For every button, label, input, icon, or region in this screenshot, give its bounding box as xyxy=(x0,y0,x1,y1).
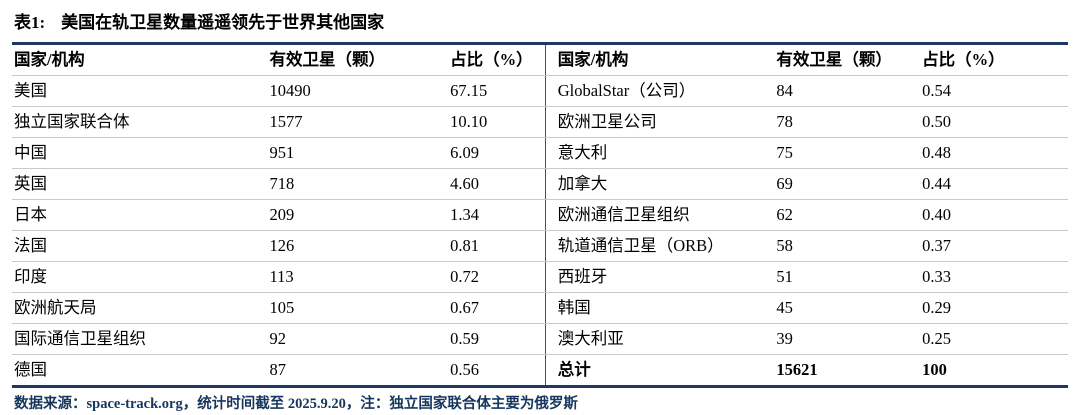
cell-satellites-left: 113 xyxy=(267,261,449,293)
cell-country-right: 欧洲卫星公司 xyxy=(544,106,775,138)
column-header-country-left: 国家/机构 xyxy=(12,43,268,76)
table-row: 中国 951 6.09 意大利 75 0.48 xyxy=(12,137,1068,169)
cell-share-left: 0.59 xyxy=(448,323,546,355)
table-row: 美国 10490 67.15 GlobalStar（公司） 84 0.54 xyxy=(12,75,1068,107)
table-row: 英国 718 4.60 加拿大 69 0.44 xyxy=(12,168,1068,200)
table-title-text: 美国在轨卫星数量遥遥领先于世界其他国家 xyxy=(61,13,385,32)
table-body: 美国 10490 67.15 GlobalStar（公司） 84 0.54 独立国家联合体 1… xyxy=(12,75,1068,387)
table-title-label: 表1: xyxy=(14,13,46,32)
cell-country-left: 法国 xyxy=(12,230,268,262)
cell-country-left: 美国 xyxy=(12,75,268,107)
cell-country-right: 欧洲通信卫星组织 xyxy=(544,199,775,231)
cell-share-left: 67.15 xyxy=(448,75,546,107)
cell-share-right: 0.29 xyxy=(920,292,1068,324)
cell-country-right: 西班牙 xyxy=(544,261,775,293)
cell-country-left: 国际通信卫星组织 xyxy=(12,323,268,355)
source-note: 数据来源：space-track.org，统计时间截至 2025.9.20，注：… xyxy=(14,396,578,412)
column-header-country-right: 国家/机构 xyxy=(544,43,775,76)
cell-country-right: 澳大利亚 xyxy=(544,323,775,355)
cell-satellites-left: 105 xyxy=(267,292,449,324)
cell-satellites-right: 51 xyxy=(774,261,921,293)
cell-country-right: 意大利 xyxy=(544,137,775,169)
satellite-count-table: 国家/机构 有效卫星（颗） 占比（%） 国家/机构 有效卫星（颗） 占比（%） … xyxy=(12,42,1068,388)
column-header-satellites-right: 有效卫星（颗） xyxy=(774,43,921,76)
cell-satellites-right: 45 xyxy=(774,292,921,324)
column-header-share-left: 占比（%） xyxy=(448,43,546,76)
cell-share-right: 0.54 xyxy=(920,75,1068,107)
cell-share-left: 0.56 xyxy=(450,360,479,379)
table-row: 独立国家联合体 1577 10.10 欧洲卫星公司 78 0.50 xyxy=(12,106,1068,138)
cell-share-right: 0.50 xyxy=(920,106,1068,138)
cell-satellites-left: 87 xyxy=(269,360,287,379)
cell-share-right: 0.25 xyxy=(920,323,1068,355)
cell-share-left: 6.09 xyxy=(448,137,546,169)
cell-share-right: 100 xyxy=(922,360,947,379)
cell-share-left: 1.34 xyxy=(448,199,546,231)
cell-satellites-right: 78 xyxy=(774,106,921,138)
table-row: 欧洲航天局 105 0.67 韩国 45 0.29 xyxy=(12,292,1068,324)
cell-satellites-right: 39 xyxy=(774,323,921,355)
cell-satellites-right: 75 xyxy=(774,137,921,169)
cell-country-left: 日本 xyxy=(12,199,268,231)
cell-share-left: 0.81 xyxy=(448,230,546,262)
cell-share-left: 0.67 xyxy=(448,292,546,324)
table-row: 印度 113 0.72 西班牙 51 0.33 xyxy=(12,261,1068,293)
cell-country-left: 英国 xyxy=(12,168,268,200)
cell-country-left: 独立国家联合体 xyxy=(12,106,268,138)
cell-share-left: 10.10 xyxy=(448,106,546,138)
cell-share-left: 4.60 xyxy=(448,168,546,200)
cell-satellites-right: 84 xyxy=(774,75,921,107)
cell-satellites-left: 718 xyxy=(267,168,449,200)
cell-satellites-left: 951 xyxy=(267,137,449,169)
column-header-satellites-left: 有效卫星（颗） xyxy=(267,43,449,76)
cell-country-right: 总计 xyxy=(544,354,775,387)
cell-share-right: 0.40 xyxy=(920,199,1068,231)
cell-satellites-left: 10490 xyxy=(267,75,449,107)
cell-satellites-left: 92 xyxy=(267,323,449,355)
table-total-row: 德国 87 0.56 总计 15621 100 xyxy=(12,354,1068,387)
column-header-share-right: 占比（%） xyxy=(920,43,1068,76)
table-row: 国际通信卫星组织 92 0.59 澳大利亚 39 0.25 xyxy=(12,323,1068,355)
cell-share-right: 0.48 xyxy=(920,137,1068,169)
cell-country-left: 中国 xyxy=(12,137,268,169)
cell-share-left: 0.72 xyxy=(448,261,546,293)
cell-satellites-right: 69 xyxy=(774,168,921,200)
cell-country-left: 德国 xyxy=(14,360,47,379)
cell-share-right: 0.33 xyxy=(920,261,1068,293)
table-header-row: 国家/机构 有效卫星（颗） 占比（%） 国家/机构 有效卫星（颗） 占比（%） xyxy=(12,43,1068,76)
cell-satellites-right: 62 xyxy=(774,199,921,231)
cell-share-right: 0.37 xyxy=(920,230,1068,262)
table-title: 表1: 美国在轨卫星数量遥遥领先于世界其他国家 xyxy=(12,8,1068,42)
cell-satellites-left: 1577 xyxy=(267,106,449,138)
cell-country-left: 印度 xyxy=(12,261,268,293)
cell-satellites-left: 209 xyxy=(267,199,449,231)
cell-country-right: GlobalStar（公司） xyxy=(544,75,775,107)
table-row: 日本 209 1.34 欧洲通信卫星组织 62 0.40 xyxy=(12,199,1068,231)
table-row: 法国 126 0.81 轨道通信卫星（ORB） 58 0.37 xyxy=(12,230,1068,262)
cell-share-right: 0.44 xyxy=(920,168,1068,200)
cell-country-right: 加拿大 xyxy=(544,168,775,200)
cell-country-right: 韩国 xyxy=(544,292,775,324)
cell-country-right: 轨道通信卫星（ORB） xyxy=(544,230,775,262)
cell-country-left: 欧洲航天局 xyxy=(12,292,268,324)
cell-satellites-left: 126 xyxy=(267,230,449,262)
cell-satellites-right: 58 xyxy=(774,230,921,262)
cell-satellites-right: 15621 xyxy=(776,360,818,379)
